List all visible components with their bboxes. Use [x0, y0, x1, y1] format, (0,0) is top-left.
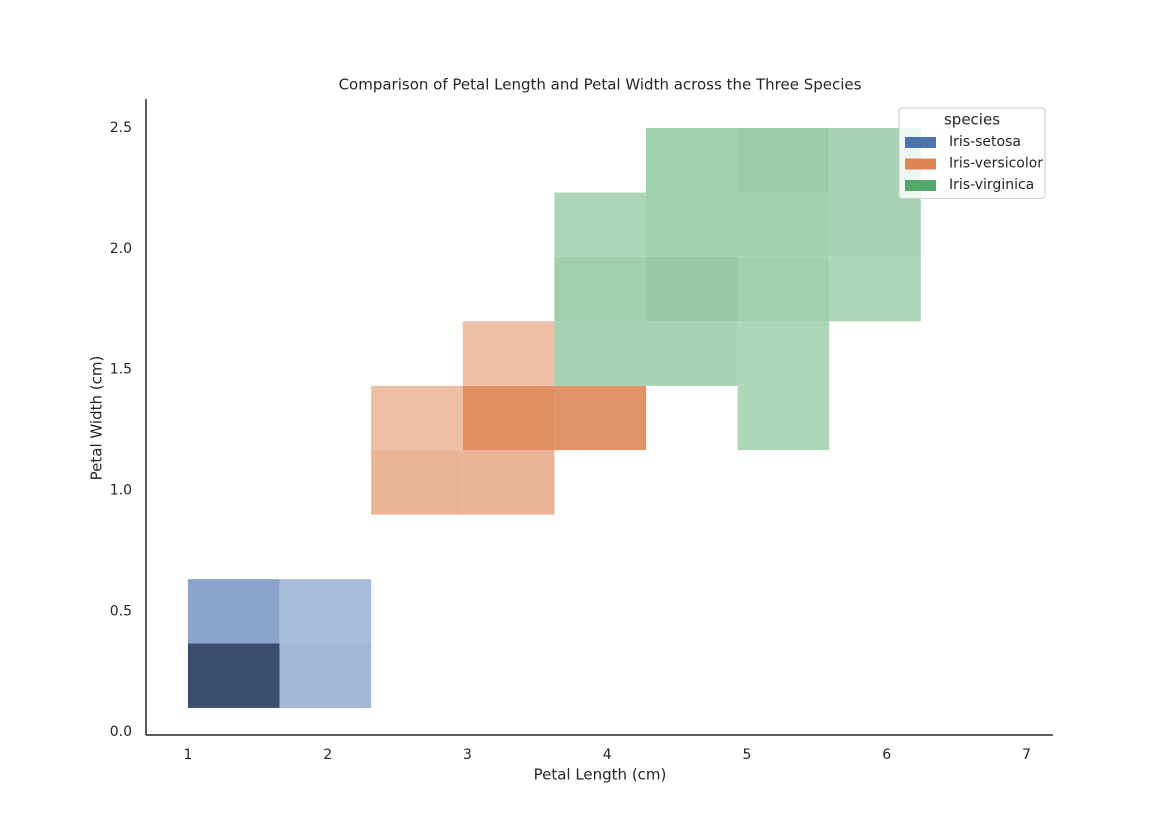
hist-cell	[646, 127, 738, 193]
y-tick-label: 0.0	[110, 724, 132, 740]
hist-cell	[737, 192, 830, 257]
legend-title: species	[944, 111, 1000, 129]
legend-swatch	[905, 158, 936, 170]
hist-cell	[462, 385, 555, 451]
hist-cell	[829, 256, 921, 322]
x-tick-label: 6	[882, 747, 891, 763]
x-tick-label: 1	[183, 747, 192, 763]
y-tick-label: 0.5	[110, 603, 132, 619]
hist-cell	[737, 385, 830, 451]
hist-cell	[646, 321, 738, 386]
y-tick-label: 2.0	[110, 241, 132, 257]
hist-cell	[646, 256, 738, 322]
legend-box	[898, 107, 1046, 199]
hist-cell	[554, 321, 647, 386]
legend-label: Iris-setosa	[949, 134, 1021, 150]
hist-cell	[829, 192, 921, 257]
x-tick-label: 2	[323, 747, 332, 763]
hist-cell	[737, 127, 830, 193]
legend-swatch	[905, 180, 936, 191]
hist-cell	[371, 385, 463, 451]
x-tick-label: 5	[742, 747, 751, 763]
y-tick-label: 1.0	[110, 482, 132, 498]
y-axis-label: Petal Width (cm)	[88, 356, 106, 481]
x-tick-label: 4	[603, 747, 612, 763]
hist-cell	[462, 450, 555, 515]
hist-cell	[279, 579, 372, 644]
hist-cell	[462, 321, 555, 386]
x-tick-label: 7	[1022, 747, 1031, 763]
hist-cell	[554, 256, 647, 322]
hist-cell	[737, 321, 830, 386]
hist-cell	[554, 192, 647, 257]
chart-title: Comparison of Petal Length and Petal Wid…	[339, 76, 862, 94]
legend-label: Iris-virginica	[949, 177, 1034, 193]
y-tick-label: 2.5	[110, 120, 132, 136]
legend-label: Iris-versicolor	[949, 156, 1043, 172]
hist-cell	[371, 450, 463, 515]
hist-cell	[737, 256, 830, 322]
hist-cell	[554, 385, 647, 451]
hist-cell	[279, 643, 372, 708]
y-tick-label: 1.5	[110, 362, 132, 378]
legend: species Iris-setosa Iris-versicolor Iris-vi…	[898, 107, 1046, 199]
hist-cell	[187, 643, 280, 708]
x-tick-label: 3	[463, 747, 472, 763]
hist-cell	[187, 579, 280, 644]
hist-cell	[646, 192, 738, 257]
legend-swatch	[905, 137, 936, 148]
x-axis-label: Petal Length (cm)	[534, 766, 667, 784]
